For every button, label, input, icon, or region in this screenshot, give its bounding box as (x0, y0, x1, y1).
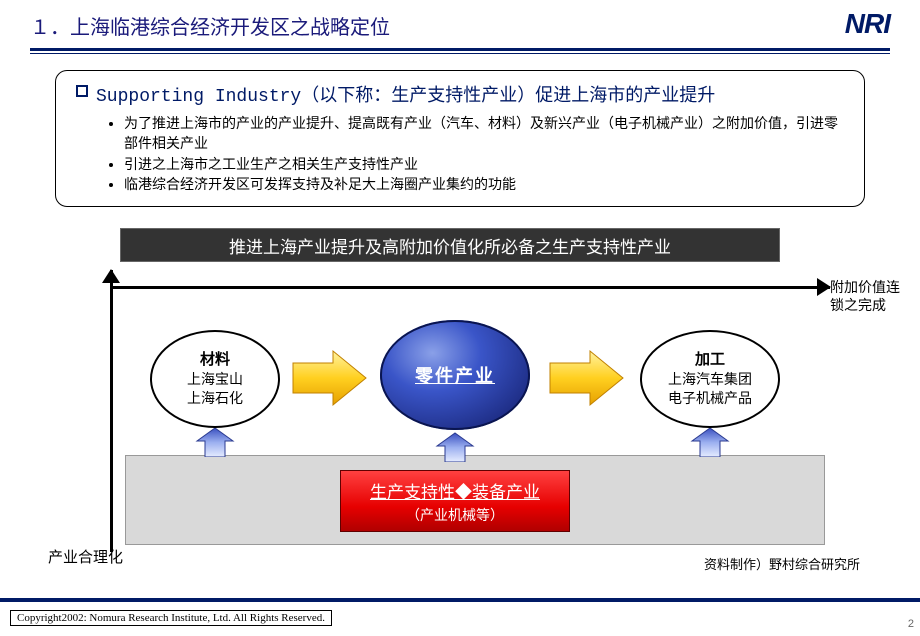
info-bullet: 引进之上海市之工业生产之相关生产支持性产业 (124, 154, 844, 174)
info-list: 为了推进上海市的产业的产业提升、提高既有产业（汽车、材料）及新兴产业（电子机械产… (124, 113, 844, 194)
logo-nri: NRI (845, 8, 890, 40)
up-arrow-icon (690, 427, 730, 457)
support-industry-box: 生产支持性◆装备产业 （产业机械等） (340, 470, 570, 532)
node-line: 上海石化 (187, 389, 243, 408)
node-line: 上海宝山 (187, 370, 243, 389)
copyright: Copyright2002: Nomura Research Institute… (10, 610, 332, 626)
up-arrow-icon (195, 427, 235, 457)
source-credit: 资料制作）野村综合研究所 (704, 554, 860, 573)
strategy-banner: 推进上海产业提升及高附加价值化所必备之生产支持性产业 (120, 228, 780, 262)
info-heading: Supporting Industry（以下称：生产支持性产业）促进上海市的产业… (96, 81, 715, 107)
info-bullet: 为了推进上海市的产业的产业提升、提高既有产业（汽车、材料）及新兴产业（电子机械产… (124, 113, 844, 154)
flow-arrow-icon (288, 348, 368, 408)
axis-vertical (110, 270, 113, 552)
header-rule-thin (30, 53, 890, 54)
info-box: Supporting Industry（以下称：生产支持性产业）促进上海市的产业… (55, 70, 865, 207)
node-parts-industry: 零件产业 (380, 320, 530, 430)
up-arrow-icon (435, 432, 475, 462)
info-bullet: 临港综合经济开发区可发挥支持及补足大上海圈产业集约的功能 (124, 174, 844, 194)
flow-arrow-icon (545, 348, 625, 408)
node-title: 加工 (695, 350, 725, 370)
support-subtitle: （产业机械等） (406, 505, 504, 525)
node-title: 材料 (200, 350, 230, 370)
page-number: 2 (908, 618, 914, 630)
node-line: 上海汽车集团 (668, 370, 752, 389)
page-title: １．上海临港综合经济开发区之战略定位 (30, 11, 390, 40)
node-line: 电子机械产品 (668, 389, 752, 408)
header: １．上海临港综合经济开发区之战略定位 NRI (0, 0, 920, 52)
axis-horizontal (110, 286, 830, 289)
node-processing: 加工 上海汽车集团 电子机械产品 (640, 330, 780, 428)
header-rule-thick (30, 48, 890, 51)
axis-y-label: 产业合理化 (48, 546, 123, 567)
footer-rule (0, 598, 920, 602)
info-bullet-icon (76, 85, 88, 97)
node-materials: 材料 上海宝山 上海石化 (150, 330, 280, 428)
support-title: 生产支持性◆装备产业 (370, 478, 540, 503)
axis-x-label: 附加价值连锁之完成 (830, 278, 910, 314)
node-title: 零件产业 (415, 362, 495, 388)
